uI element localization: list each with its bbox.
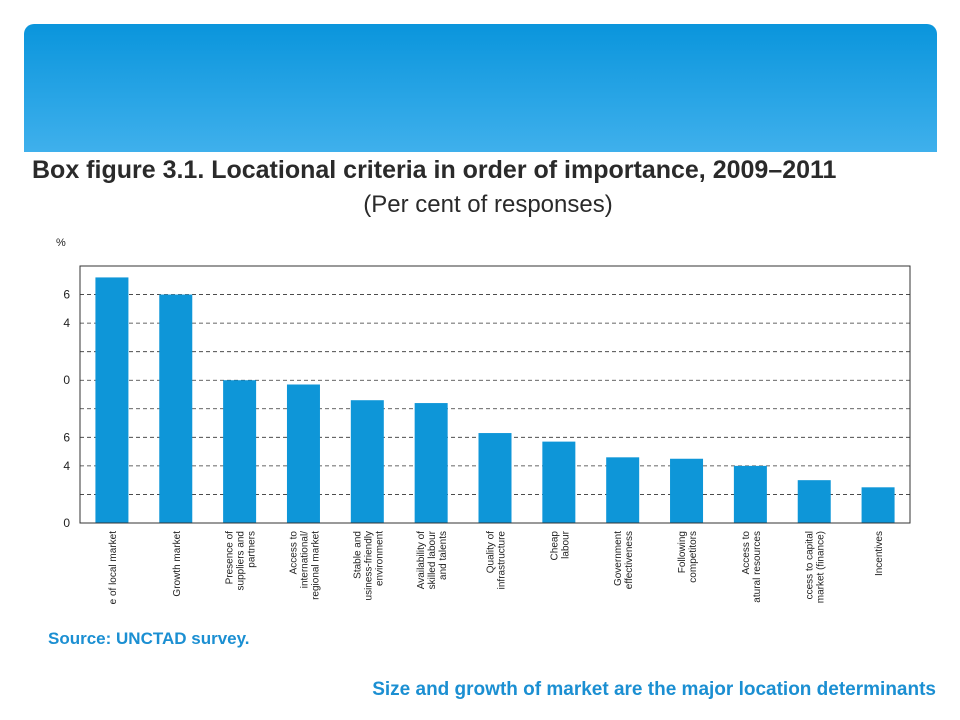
y-tick-label: 0 <box>63 373 70 387</box>
chart-subtitle: (Per cent of responses) <box>363 191 613 218</box>
bars <box>95 277 895 523</box>
bar <box>797 480 831 523</box>
x-category-label-line: Incentives <box>874 531 885 576</box>
x-category-label-line: international/ <box>299 531 310 588</box>
x-category-label-line: regional market <box>310 531 321 600</box>
x-category-label-line: Access to <box>741 531 752 575</box>
x-category-label: Presence of suppliers and partners <box>225 531 258 591</box>
x-category-label-line: e of local market <box>108 531 119 605</box>
x-category-label: Following competitors <box>677 531 699 583</box>
x-category-label-line: Stable and <box>352 531 363 579</box>
header-banner <box>24 24 937 152</box>
y-tick-label: 6 <box>63 430 70 444</box>
bar <box>159 294 193 523</box>
bar <box>350 400 384 523</box>
x-category-label: Incentives <box>874 531 885 576</box>
x-category-label: Growth market <box>172 531 183 597</box>
x-category-label: Access to atural resources <box>741 531 763 603</box>
x-category-label: Stable and usiness-friendly environment <box>352 531 385 601</box>
x-category-label-line: Access to <box>288 531 299 575</box>
y-tick-label: 4 <box>63 316 70 330</box>
bar <box>478 433 512 523</box>
bar <box>670 458 704 523</box>
x-category-label-line: Availability of <box>416 531 427 589</box>
x-category-label-line: partners <box>247 531 258 568</box>
x-category-label: Government effectiveness <box>613 531 635 589</box>
x-category-label-line: Government <box>613 531 624 586</box>
source-note: Source: UNCTAD survey. <box>48 629 250 648</box>
x-category-label: e of local market <box>108 531 119 605</box>
y-tick-labels: 0 4 6 0 4 6 <box>63 288 70 530</box>
x-category-label-line: ccess to capital <box>805 531 816 599</box>
x-category-label-line: Presence of <box>225 531 236 585</box>
x-category-label-line: competitors <box>688 531 699 583</box>
x-category-label-line: Following <box>677 531 688 573</box>
slide-caption: Size and growth of market are the major … <box>372 679 936 700</box>
x-category-label-line: infrastructure <box>497 531 508 590</box>
x-category-label-line: market (finance) <box>816 531 827 603</box>
x-category-label-line: skilled labour <box>427 530 438 589</box>
bar <box>542 441 576 523</box>
plot-frame <box>79 265 911 524</box>
x-category-label: Cheap labour <box>549 530 571 560</box>
x-category-label: ccess to capital market (finance) <box>805 531 827 603</box>
y-tick-label: 0 <box>63 516 70 530</box>
y-tick-label: 6 <box>63 288 70 302</box>
x-category-label-line: labour <box>560 530 571 558</box>
chart-title: Box figure 3.1. Locational criteria in o… <box>32 156 837 184</box>
y-tick-label: 4 <box>63 459 70 473</box>
x-category-label-line: and talents <box>438 531 449 580</box>
x-category-label: Quality of infrastructure <box>486 531 508 590</box>
x-category-label-line: effectiveness <box>624 531 635 589</box>
x-category-labels: e of local market Growth market Presence o… <box>108 530 885 604</box>
bar <box>286 384 320 523</box>
bar <box>414 403 448 523</box>
x-category-label-line: Quality of <box>486 531 497 573</box>
x-category-label-line: Growth market <box>172 531 183 597</box>
x-category-label-line: Cheap <box>549 531 560 561</box>
x-category-label-line: atural resources <box>752 531 763 603</box>
bar <box>861 487 895 523</box>
bar <box>606 457 640 523</box>
x-category-label: Availability of skilled labour and talents <box>416 530 449 589</box>
x-category-label-line: suppliers and <box>236 531 247 590</box>
x-category-label-line: environment <box>374 531 385 586</box>
bar <box>95 277 129 523</box>
x-category-label: Access to international/regional market <box>288 531 321 600</box>
bar <box>733 465 767 523</box>
y-unit-label: % <box>56 237 66 249</box>
bar <box>223 380 257 523</box>
x-category-label-line: usiness-friendly <box>363 531 374 600</box>
